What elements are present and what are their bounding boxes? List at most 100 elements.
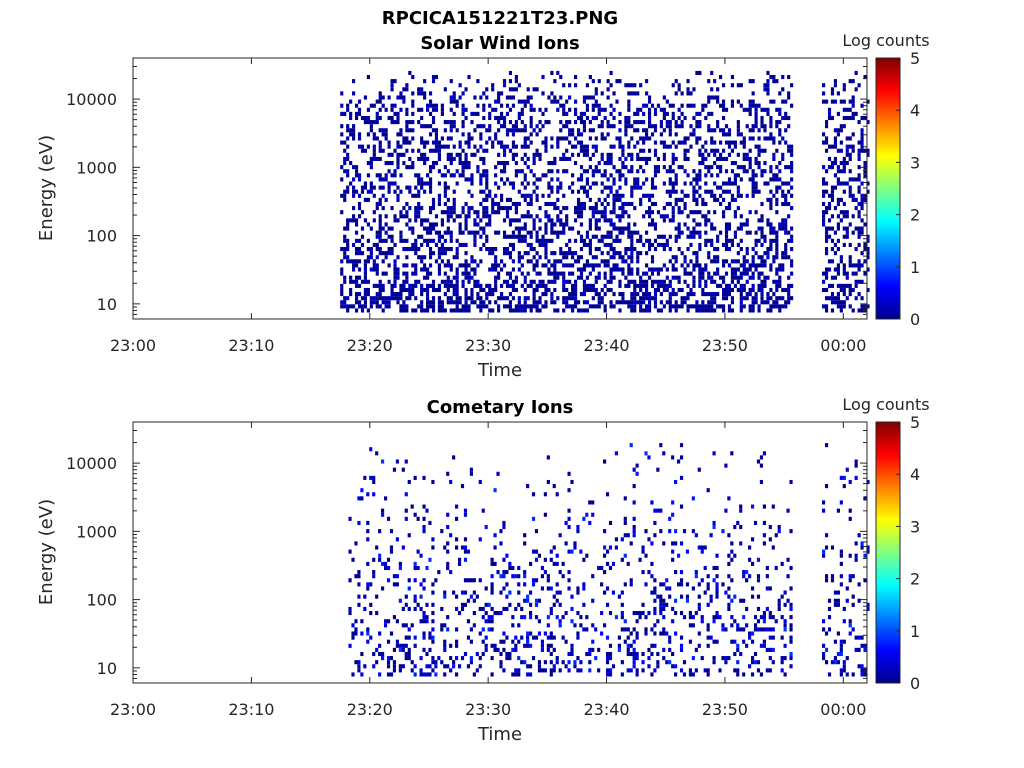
spectrogram-cell [405,238,409,243]
spectrogram-cell [420,185,424,190]
spectrogram-cell [713,79,717,84]
spectrogram-cell [769,247,773,252]
spectrogram-cell [494,173,498,178]
spectrogram-cell [784,247,788,252]
spectrogram-cell [787,283,791,288]
spectrogram-cell [576,210,581,215]
spectrogram-cell [756,594,761,599]
spectrogram-cell [679,582,684,587]
spectrogram-cell [848,242,852,247]
spectrogram-cell [612,206,616,211]
spectrogram-cell [680,210,684,215]
spectrogram-cell [695,259,699,264]
spectrogram-cell [419,594,423,599]
spectrogram-cell [505,271,510,276]
spectrogram-cell [484,524,488,530]
spectrogram-cell [363,304,368,309]
spectrogram-cell [748,177,752,182]
spectrogram-cell [491,247,495,252]
spectrogram-cell [464,107,468,112]
spectrogram-cell [618,156,622,161]
spectrogram-cell [562,83,566,88]
spectrogram-cell [576,177,581,182]
spectrogram-cell [363,259,368,264]
spectrogram-cell [378,95,382,100]
spectrogram-cell [597,197,601,202]
spectrogram-cell [827,226,832,231]
spectrogram-cell [605,672,610,677]
spectrogram-cell [420,206,424,211]
spectrogram-cell [553,267,557,272]
spectrogram-cell [499,529,503,534]
spectrogram-cell [399,296,403,301]
spectrogram-cell [605,586,610,591]
spectrogram-cell [724,247,729,252]
spectrogram-cell [733,283,737,288]
spectrogram-cell [393,283,397,288]
spectrogram-cell [724,292,729,297]
spectrogram-cell [674,300,678,305]
spectrogram-cell [698,193,702,198]
spectrogram-cell [639,308,643,313]
spectrogram-cell [420,308,424,313]
spectrogram-cell [422,619,426,624]
spectrogram-cell [683,140,687,145]
spectrogram-cell [476,165,480,170]
spectrogram-cell [704,218,708,223]
spectrogram-cell [446,136,450,141]
spectrogram-cell [656,210,661,215]
spectrogram-cell [523,275,527,280]
spectrogram-cell [603,210,607,215]
spectrogram-cell [760,242,764,247]
spectrogram-cell [381,271,385,276]
spectrogram-cell [603,275,607,280]
spectrogram-cell [763,234,767,239]
spectrogram-cell [547,214,551,219]
spectrogram-cell [768,627,772,632]
spectrogram-cell [582,111,587,116]
spectrogram-cell [609,300,613,305]
spectrogram-cell [695,308,699,313]
spectrogram-cell [730,578,734,583]
spectrogram-cell [452,201,456,207]
spectrogram-cell [431,279,436,284]
y-axis-label: Energy (eV) [36,499,57,605]
spectrogram-cell [369,300,373,305]
spectrogram-cell [698,160,702,166]
spectrogram-cell [772,140,776,145]
spectrogram-cell [783,590,787,595]
spectrogram-cell [716,259,720,264]
spectrogram-cell [636,128,640,133]
spectrogram-cell [553,160,557,166]
spectrogram-cell [863,247,867,252]
spectrogram-cell [378,651,382,657]
spectrogram-cell [842,115,846,121]
spectrogram-cell [490,582,494,587]
spectrogram-cell [718,615,722,620]
spectrogram-cell [470,120,474,125]
spectrogram-cell [505,197,510,202]
spectrogram-cell [778,120,782,125]
spectrogram-cell [600,582,604,587]
spectrogram-cell [497,185,501,190]
spectrogram-cell [440,242,444,247]
spectrogram-cell [606,177,610,182]
spectrogram-cell [765,565,769,571]
spectrogram-cell [588,647,592,652]
spectrogram-cell [659,124,663,129]
spectrogram-cell [659,602,663,607]
spectrogram-cell [783,623,787,628]
spectrogram-cell [446,541,450,546]
spectrogram-cell [842,271,846,276]
spectrogram-cell [340,177,344,182]
spectrogram-cell [647,156,652,161]
spectrogram-cell [423,181,427,186]
spectrogram-cell [759,455,764,460]
spectrogram-cell [493,488,497,493]
spectrogram-cell [464,214,468,219]
spectrogram-cell [712,565,716,571]
spectrogram-cell [739,263,743,268]
spectrogram-cell [848,623,852,628]
spectrogram-cell [671,304,675,309]
spectrogram-cell [378,292,382,297]
